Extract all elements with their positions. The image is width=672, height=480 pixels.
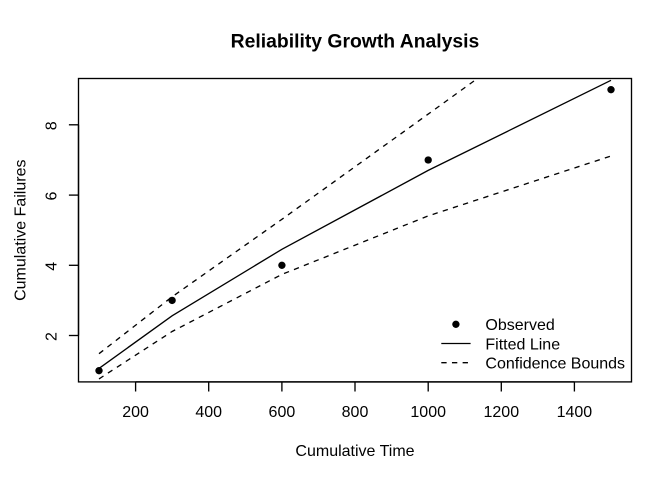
svg-text:2: 2 bbox=[44, 332, 61, 341]
svg-text:200: 200 bbox=[122, 404, 149, 421]
svg-text:1000: 1000 bbox=[410, 404, 446, 421]
svg-text:8: 8 bbox=[44, 121, 61, 130]
svg-text:400: 400 bbox=[195, 404, 222, 421]
svg-text:Reliability Growth Analysis: Reliability Growth Analysis bbox=[231, 30, 480, 52]
svg-text:1200: 1200 bbox=[484, 404, 520, 421]
svg-text:6: 6 bbox=[44, 192, 61, 201]
svg-text:800: 800 bbox=[342, 404, 369, 421]
svg-text:4: 4 bbox=[44, 262, 61, 271]
svg-text:Fitted Line: Fitted Line bbox=[485, 336, 560, 353]
svg-text:Observed: Observed bbox=[485, 317, 554, 334]
svg-text:Cumulative Time: Cumulative Time bbox=[295, 443, 414, 460]
svg-text:1400: 1400 bbox=[557, 404, 593, 421]
svg-text:Cumulative Failures: Cumulative Failures bbox=[13, 160, 30, 301]
svg-text:600: 600 bbox=[269, 404, 296, 421]
svg-text:Confidence Bounds: Confidence Bounds bbox=[485, 356, 625, 373]
